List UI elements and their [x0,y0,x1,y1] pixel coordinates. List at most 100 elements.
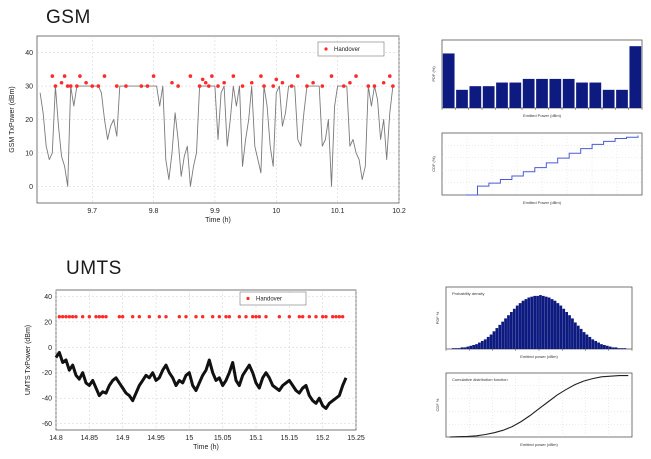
handover-marker [62,74,67,78]
histogram-bar [579,328,583,349]
plot-frame [55,289,357,431]
gsm-time-series-chart: 0 10 20 30 40 9.7 9.8 9.9 10 10.1 10.2 Handover Time… [9,35,406,224]
handover-marker [237,315,242,319]
histogram-bar [515,305,519,349]
histogram-bar [530,296,534,349]
histogram-bar [597,342,600,349]
y-tick-label: -60 [42,421,52,428]
histogram-bar [573,322,577,349]
handover-marker [200,77,205,82]
legend-marker [246,296,250,301]
histogram-bar [611,347,615,349]
histogram-bar [562,78,575,108]
x-tick-label: 15.15 [281,435,299,442]
handover-marker [227,315,232,319]
handover-marker [264,315,268,319]
histogram-bar [442,53,455,108]
histogram-bar [533,295,537,349]
handover-marker [354,74,358,78]
handover-marker [65,84,70,88]
handover-marker [311,80,315,85]
plot-frame [445,286,633,350]
handover-marker [68,84,73,88]
handover-marker [217,315,222,319]
histogram-bar [498,324,502,349]
handover-marker [305,84,309,88]
histogram-bar [536,78,548,108]
x-tick-label: 14.8 [49,435,63,442]
x-tick-label: 10 [272,208,280,215]
histogram-bar [582,332,586,349]
handover-marker [262,84,266,88]
handover-marker [157,315,162,319]
y-axis-label: CDF (%) [431,156,436,172]
handover-marker [184,315,188,319]
handover-marker [348,80,352,85]
gsm-cdf-chart: Emitted Power (dBm) CDF (%) [431,132,643,205]
histogram-bar [617,348,621,349]
handover-marker [300,315,305,319]
histogram-bar [527,297,531,349]
handover-marker [75,84,79,88]
histogram-bar [456,89,468,108]
handover-marker [53,84,58,88]
histogram-bar [603,344,606,349]
handover-marker [249,80,254,85]
legend-marker [324,47,328,51]
y-tick-label: 20 [25,117,33,124]
histogram-bar [489,334,493,349]
histogram-bar [547,297,551,349]
handover-marker [102,74,107,78]
histogram-bar [585,334,589,349]
x-tick-label: 14.95 [147,435,165,442]
legend-box [239,291,307,306]
histogram-bar [539,295,542,349]
handover-marker [200,315,205,319]
x-axis-label: Emitted power (dBm) [520,442,558,447]
histogram-bar [576,325,580,349]
handover-marker [259,74,263,78]
histogram-bar [469,345,473,349]
gsm-section-title: GSM [46,7,91,28]
handover-marker [80,315,85,319]
histogram-bar [549,78,562,108]
y-tick-label: 0 [48,345,52,352]
handover-marker [50,74,55,78]
histogram-bar [495,328,499,349]
handover-marker [151,74,156,78]
handover-marker [94,315,98,319]
histogram-bar [576,82,588,108]
plot-frame [445,372,633,438]
histogram-bar [492,331,496,349]
handover-marker [78,74,82,78]
chart-annotation: Cumulative distribution function [452,377,508,382]
histogram-bar [589,82,602,108]
histogram-bar [504,318,507,349]
handover-marker [96,84,101,88]
legend-label: Handover [256,297,282,303]
handover-marker [372,84,377,88]
y-tick-label: 0 [29,184,33,191]
histogram-bar [602,89,615,108]
histogram-bar [562,308,566,349]
histogram-bar [571,318,574,349]
histogram-bar [556,303,560,349]
histogram-bar [608,346,612,349]
legend-label: Handover [334,47,360,53]
handover-marker [387,74,392,78]
histogram-bar [616,89,628,108]
handover-marker [320,84,325,88]
x-tick-label: 14.85 [81,435,99,442]
handover-marker [147,315,152,319]
histogram-bar [501,321,505,349]
y-tick-label: -20 [42,370,52,377]
handover-marker [60,315,65,319]
histogram-bar [594,340,598,349]
handover-marker [329,74,334,78]
histogram-bar [559,305,563,349]
histogram-bar [496,82,508,108]
y-tick-label: 20 [44,319,52,326]
handover-marker [257,315,262,319]
histogram-bar [521,300,525,349]
txpower-trace [54,350,348,410]
